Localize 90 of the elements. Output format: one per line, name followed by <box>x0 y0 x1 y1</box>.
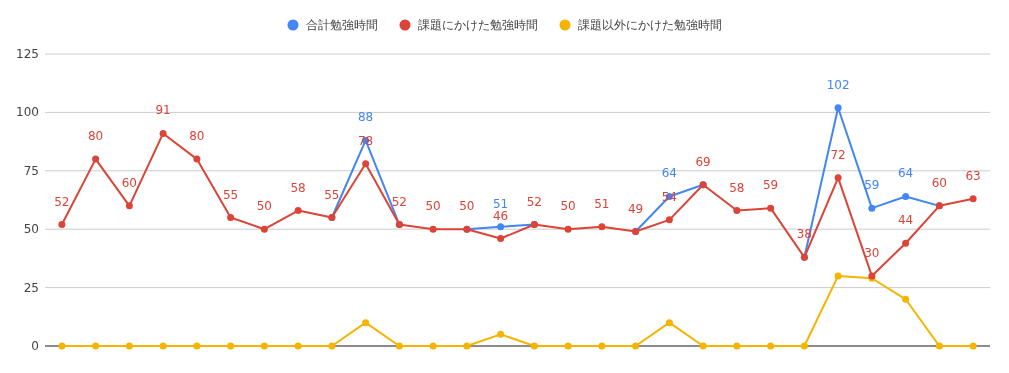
point <box>598 223 606 231</box>
data-label: 59 <box>864 178 880 193</box>
point <box>902 239 910 247</box>
data-label: 58 <box>729 180 745 195</box>
data-label: 52 <box>54 194 70 209</box>
point <box>902 193 910 200</box>
data-label: 88 <box>357 110 374 125</box>
data-label: 63 <box>965 168 981 183</box>
point <box>429 225 437 233</box>
point <box>800 342 808 350</box>
point <box>463 342 471 350</box>
data-label: 91 <box>155 103 171 118</box>
y-tick-label: 0 <box>31 339 39 353</box>
point <box>935 342 943 350</box>
point <box>767 342 775 350</box>
point <box>868 204 876 212</box>
data-label: 52 <box>391 194 408 209</box>
point <box>395 342 403 350</box>
point <box>362 319 370 327</box>
data-label: 60 <box>121 175 138 190</box>
point <box>193 342 201 350</box>
y-tick-label: 25 <box>23 280 39 295</box>
point <box>260 342 268 350</box>
point <box>665 319 673 327</box>
point <box>193 155 201 163</box>
data-label: 64 <box>897 166 914 181</box>
data-label: 52 <box>526 194 543 209</box>
data-label: 69 <box>695 154 711 169</box>
point <box>58 221 66 229</box>
legend-label: 課題以外にかけた勉強時間 <box>577 18 722 32</box>
point <box>632 342 640 350</box>
point <box>294 342 302 350</box>
legend-label: 課題にかけた勉強時間 <box>417 18 538 32</box>
data-label: 46 <box>492 208 509 223</box>
point <box>58 342 66 350</box>
data-label: 64 <box>661 166 678 181</box>
data-label: 50 <box>256 199 273 214</box>
y-tick-label: 50 <box>23 222 39 237</box>
legend-label: 合計勉強時間 <box>305 18 378 32</box>
point <box>902 295 910 303</box>
data-label: 44 <box>897 213 914 228</box>
point <box>497 223 505 231</box>
point <box>733 342 741 350</box>
point <box>92 342 100 350</box>
point <box>227 214 235 222</box>
point <box>564 225 572 233</box>
point <box>699 342 707 350</box>
point <box>598 342 606 350</box>
data-label: 102 <box>826 77 850 92</box>
data-label: 30 <box>864 245 880 260</box>
point <box>969 342 977 350</box>
data-label: 51 <box>594 196 610 211</box>
data-label: 50 <box>560 199 576 214</box>
point <box>530 342 538 350</box>
data-label: 80 <box>189 129 205 144</box>
point <box>497 235 505 243</box>
point <box>665 216 673 224</box>
point <box>328 342 336 350</box>
point <box>767 204 775 212</box>
data-label: 50 <box>459 199 475 214</box>
point <box>834 174 842 182</box>
data-label: 80 <box>87 129 104 144</box>
data-label: 72 <box>830 147 846 162</box>
point <box>564 342 572 350</box>
point <box>497 330 505 338</box>
y-tick-label: 125 <box>16 47 39 61</box>
y-tick-label: 75 <box>23 163 39 178</box>
point <box>260 225 268 233</box>
point <box>969 195 977 203</box>
point <box>92 155 100 163</box>
point <box>159 129 167 137</box>
data-label: 49 <box>627 201 644 216</box>
point <box>159 342 167 350</box>
point <box>362 160 370 168</box>
point <box>429 342 437 350</box>
point <box>125 342 133 350</box>
data-label: 60 <box>931 175 948 190</box>
point <box>294 207 302 215</box>
data-label: 55 <box>222 187 239 202</box>
point <box>834 272 842 280</box>
point <box>733 207 741 215</box>
y-tick-label: 100 <box>16 105 39 120</box>
data-label: 51 <box>492 196 509 211</box>
point <box>125 202 133 210</box>
point <box>834 104 842 112</box>
data-label: 59 <box>762 178 779 193</box>
data-label: 58 <box>290 180 306 195</box>
data-label: 50 <box>425 199 441 214</box>
point <box>227 342 235 350</box>
data-label: 55 <box>324 187 340 202</box>
